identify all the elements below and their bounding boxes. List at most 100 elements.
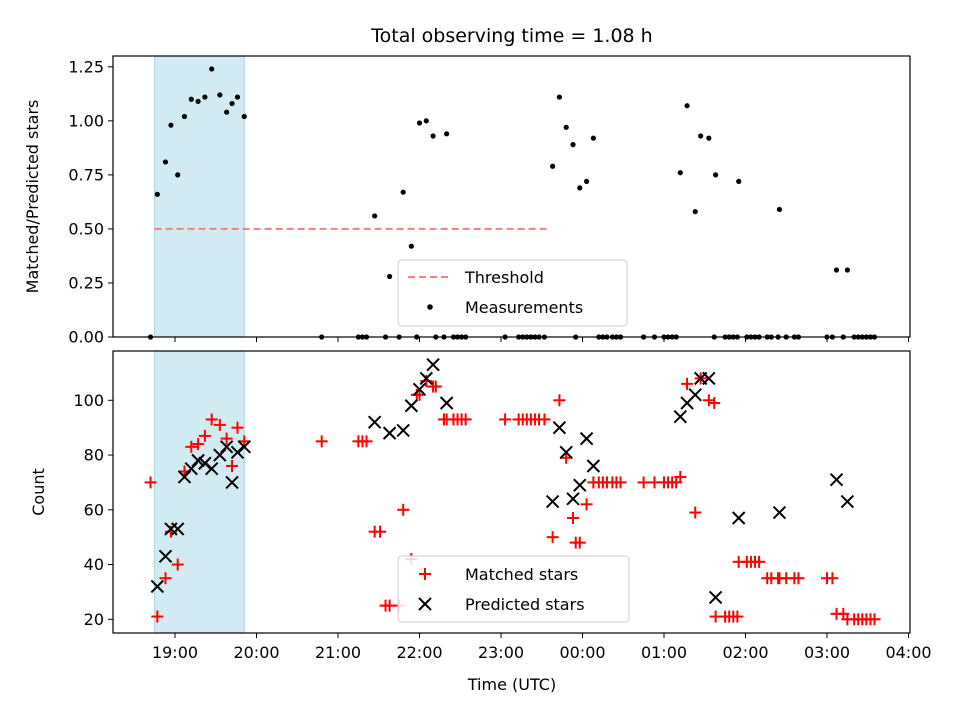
bottom-highlight-span xyxy=(154,350,245,634)
predicted-star-point xyxy=(204,462,219,476)
matched-star-point xyxy=(171,558,184,571)
predicted-star-point xyxy=(579,431,594,446)
matched-star-point xyxy=(185,440,198,453)
predicted-star-point xyxy=(552,420,567,435)
matched-star-point xyxy=(413,388,426,401)
measurement-point xyxy=(444,131,450,137)
matched-star-point xyxy=(553,394,566,407)
measurement-point xyxy=(217,92,223,98)
measurement-point xyxy=(776,206,783,213)
predicted-star-point xyxy=(184,462,199,476)
bottom-y-axis-label: Count xyxy=(29,468,48,516)
matched-star-point xyxy=(538,413,551,426)
measurement-point xyxy=(234,94,241,100)
x-tick-label: 00:00 xyxy=(559,643,605,662)
matched-star-point xyxy=(681,377,694,390)
matched-star-point xyxy=(198,429,211,442)
predicted-star-point xyxy=(404,399,419,413)
predicted-star-point xyxy=(545,494,560,509)
matched-star-point xyxy=(614,476,627,489)
predicted-star-point xyxy=(840,494,855,509)
measurement-point xyxy=(570,142,576,148)
matched-star-point xyxy=(238,435,251,448)
matched-star-point xyxy=(205,413,218,426)
measurement-point xyxy=(677,170,683,176)
measurement-point xyxy=(400,189,406,195)
y-tick-label: 1.00 xyxy=(68,111,104,130)
predicted-legend-swatch xyxy=(418,597,432,611)
predicted-star-point xyxy=(191,453,205,468)
matched-star-point xyxy=(374,525,387,538)
measurements-legend-label: Measurements xyxy=(465,298,583,317)
predicted-star-point xyxy=(213,448,227,462)
measurement-point xyxy=(188,96,194,102)
matched-star-point xyxy=(580,498,593,511)
matched-star-point xyxy=(220,432,233,445)
measurement-point xyxy=(590,135,596,141)
y-tick-label: 0.25 xyxy=(68,273,104,292)
top-legend: Threshold Measurements xyxy=(397,259,628,327)
x-tick-label: 03:00 xyxy=(804,643,850,662)
predicted-legend-label: Predicted stars xyxy=(465,595,585,614)
predicted-star-point xyxy=(573,478,587,492)
matched-star-point xyxy=(360,435,373,448)
measurement-point xyxy=(229,100,235,107)
predicted-star-point xyxy=(158,549,173,564)
matched-star-point xyxy=(213,418,226,431)
predicted-star-point xyxy=(673,410,688,424)
measurement-point xyxy=(181,113,188,120)
matched-star-point xyxy=(144,476,157,489)
bottom-y-ticks: 20 40 60 80 100 xyxy=(73,391,113,629)
predicted-star-point xyxy=(396,423,410,438)
threshold-legend-label: Threshold xyxy=(464,268,544,287)
measurement-point xyxy=(209,66,215,72)
measurement-point xyxy=(844,267,850,273)
y-tick-label: 40 xyxy=(84,555,104,574)
x-tick-label: 21:00 xyxy=(315,643,361,662)
y-tick-label: 0.75 xyxy=(68,165,104,184)
predicted-star-point xyxy=(412,382,427,397)
measurement-point xyxy=(387,273,393,280)
predicted-star-point xyxy=(708,590,723,605)
measurement-point xyxy=(162,159,169,165)
y-tick-label: 100 xyxy=(73,391,104,410)
y-tick-label: 0.50 xyxy=(68,219,104,238)
predicted-star-point xyxy=(382,426,397,440)
y-tick-label: 1.25 xyxy=(68,57,104,76)
predicted-star-point xyxy=(419,371,433,386)
predicted-star-point xyxy=(177,470,192,484)
x-tick-label: 02:00 xyxy=(722,643,768,662)
measurement-point xyxy=(224,109,230,115)
measurement-point xyxy=(195,98,201,104)
top-panel: 0.00 0.25 0.50 0.75 1.00 1.25 Matched/Predict… xyxy=(23,55,911,347)
measurement-point xyxy=(736,178,742,184)
matched-star-point xyxy=(226,459,239,472)
measurement-point xyxy=(372,213,378,219)
predicted-star-point xyxy=(772,505,787,520)
matched-star-point xyxy=(397,503,410,516)
matched-star-point xyxy=(231,421,244,434)
measurement-point xyxy=(408,243,414,249)
matched-star-point xyxy=(159,572,172,585)
matched-legend-swatch xyxy=(419,568,431,580)
predicted-star-point xyxy=(566,492,580,506)
matched-star-point xyxy=(560,451,573,464)
predicted-star-point xyxy=(688,388,702,402)
matched-star-point xyxy=(546,531,559,544)
measurement-point xyxy=(583,178,590,184)
measurement-point xyxy=(706,135,712,141)
measurement-point xyxy=(713,172,719,178)
count-points xyxy=(144,357,881,626)
x-tick-label: 22:00 xyxy=(396,643,442,662)
bottom-panel: 20 40 60 80 100 19:00 20:00 21:00 22:00 23:00 00:… xyxy=(29,350,932,694)
bottom-legend: Matched stars Predicted stars xyxy=(397,555,630,623)
y-tick-label: 60 xyxy=(84,500,104,519)
measurements-legend-swatch xyxy=(427,304,433,310)
matched-star-point xyxy=(674,470,687,483)
matched-star-point xyxy=(708,397,721,410)
measurement-point xyxy=(241,113,247,120)
top-highlight-span xyxy=(154,55,245,338)
bottom-legend-box xyxy=(397,555,630,623)
measurement-point xyxy=(692,209,698,215)
predicted-star-point xyxy=(219,440,234,454)
